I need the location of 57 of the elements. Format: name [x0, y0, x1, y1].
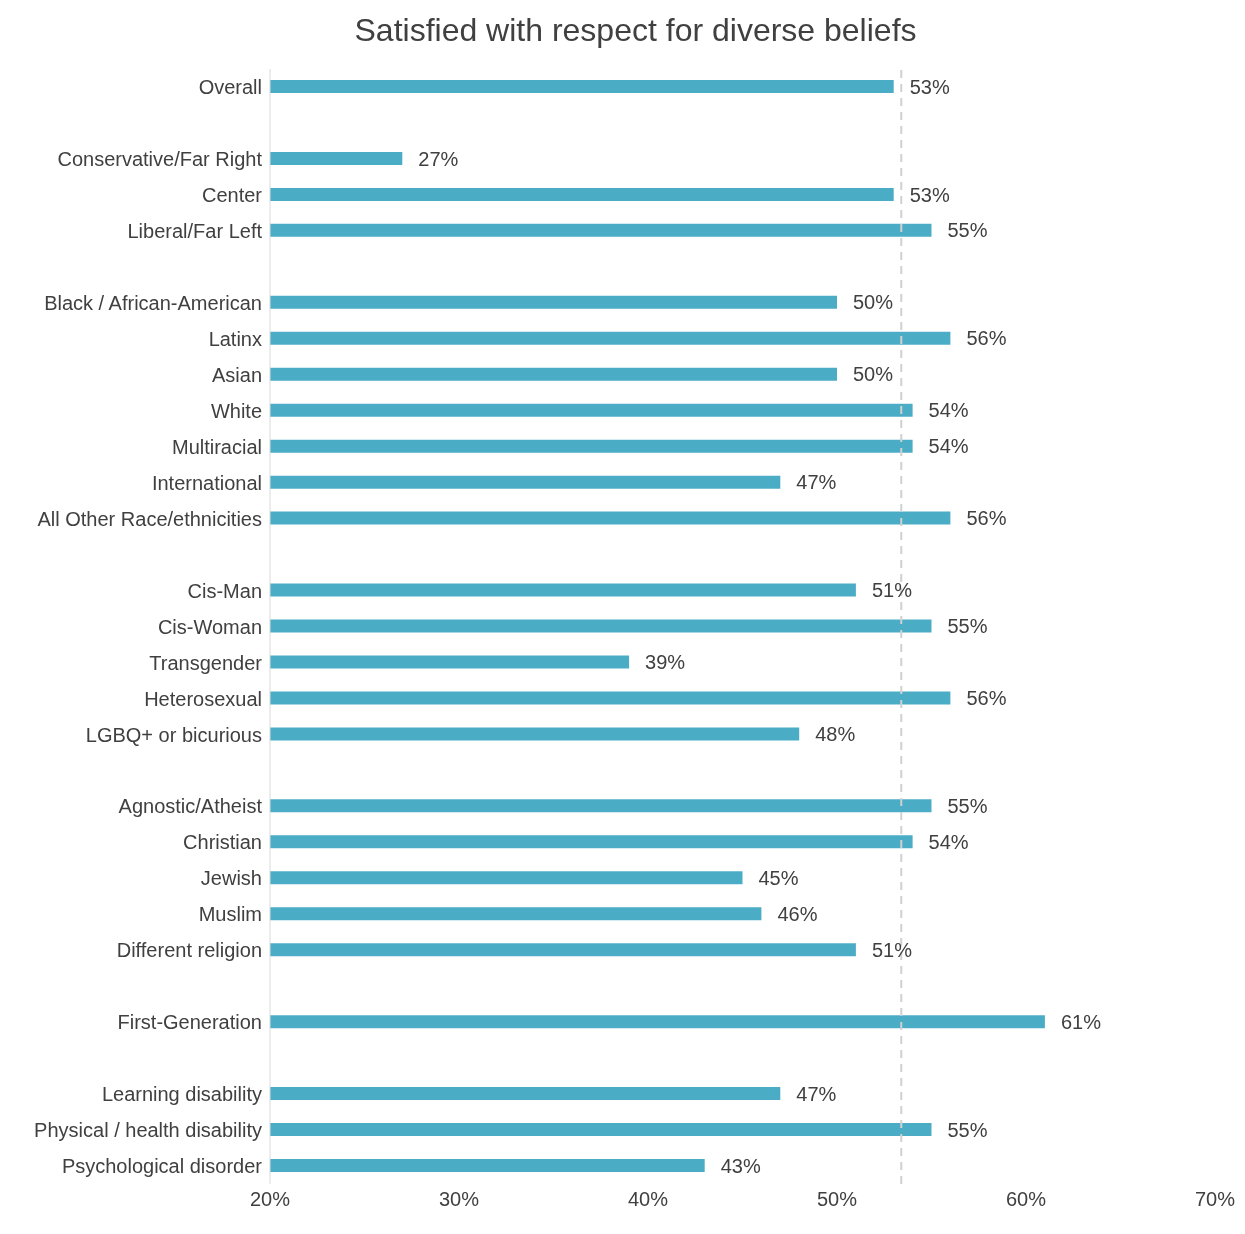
y-tick-label: Asian	[211, 363, 262, 386]
data-label: 50%	[853, 363, 894, 386]
y-tick-label: International	[151, 471, 262, 494]
y-tick-label: All Other Race/ethnicities	[37, 507, 262, 530]
data-label: 61%	[1060, 1010, 1102, 1033]
y-tick-label: First-Generation	[117, 1011, 262, 1034]
x-tick-label: 50%	[816, 1188, 858, 1211]
data-label: 46%	[777, 902, 818, 925]
data-label: 56%	[966, 507, 1007, 530]
y-tick-label: Cis-Man	[187, 579, 262, 602]
data-label: 47%	[796, 471, 837, 494]
x-tick-label: 70%	[1194, 1188, 1236, 1211]
data-label: 55%	[947, 615, 988, 638]
y-tick-label: Latinx	[208, 327, 262, 350]
x-tick-label: 60%	[1005, 1188, 1047, 1211]
y-tick-label: Psychological disorder	[61, 1155, 263, 1178]
data-label: 56%	[966, 327, 1007, 350]
data-label: 43%	[720, 1154, 761, 1177]
y-tick-label: LGBQ+ or bicurious	[85, 723, 262, 746]
data-label: 50%	[853, 291, 894, 314]
y-tick-label: Overall	[198, 76, 262, 99]
data-label: 27%	[418, 147, 459, 170]
data-label: 48%	[815, 723, 856, 746]
y-tick-label: Transgender	[149, 651, 263, 674]
y-tick-label: Center	[201, 183, 263, 206]
data-label: 55%	[947, 219, 988, 242]
data-label: 53%	[909, 75, 950, 98]
data-label: 39%	[645, 651, 686, 674]
x-tick-label: 40%	[627, 1188, 669, 1211]
data-label: 55%	[947, 794, 988, 817]
data-label: 47%	[796, 1082, 837, 1105]
y-tick-label: Muslim	[198, 903, 262, 926]
data-label: 51%	[871, 579, 913, 602]
y-tick-label: Multiracial	[171, 435, 262, 458]
data-label: 55%	[947, 1118, 988, 1141]
y-tick-label: Physical / health disability	[34, 1119, 262, 1142]
data-label: 54%	[928, 435, 969, 458]
y-tick-label: Different religion	[116, 939, 262, 962]
y-tick-label: Cis-Woman	[157, 615, 262, 638]
x-tick-label: 20%	[249, 1188, 291, 1211]
data-label: 51%	[871, 938, 913, 961]
data-label: 56%	[966, 687, 1007, 710]
y-tick-label: Christian	[183, 831, 262, 854]
y-tick-label: Heterosexual	[144, 687, 262, 710]
y-tick-label: Liberal/Far Left	[127, 219, 263, 242]
chart-title: Satisfied with respect for diverse beliefs	[353, 11, 918, 49]
data-label: 54%	[928, 830, 969, 853]
y-tick-label: Agnostic/Atheist	[118, 795, 263, 818]
y-tick-label: Conservative/Far Right	[57, 148, 263, 171]
data-label: 45%	[758, 866, 799, 889]
y-tick-label: Jewish	[200, 867, 262, 890]
data-label: 54%	[928, 399, 969, 422]
y-tick-label: White	[210, 399, 262, 422]
data-label: 53%	[909, 183, 950, 206]
y-tick-label: Black / African-American	[44, 291, 262, 314]
x-tick-label: 30%	[438, 1188, 480, 1211]
y-tick-label: Learning disability	[101, 1083, 262, 1106]
